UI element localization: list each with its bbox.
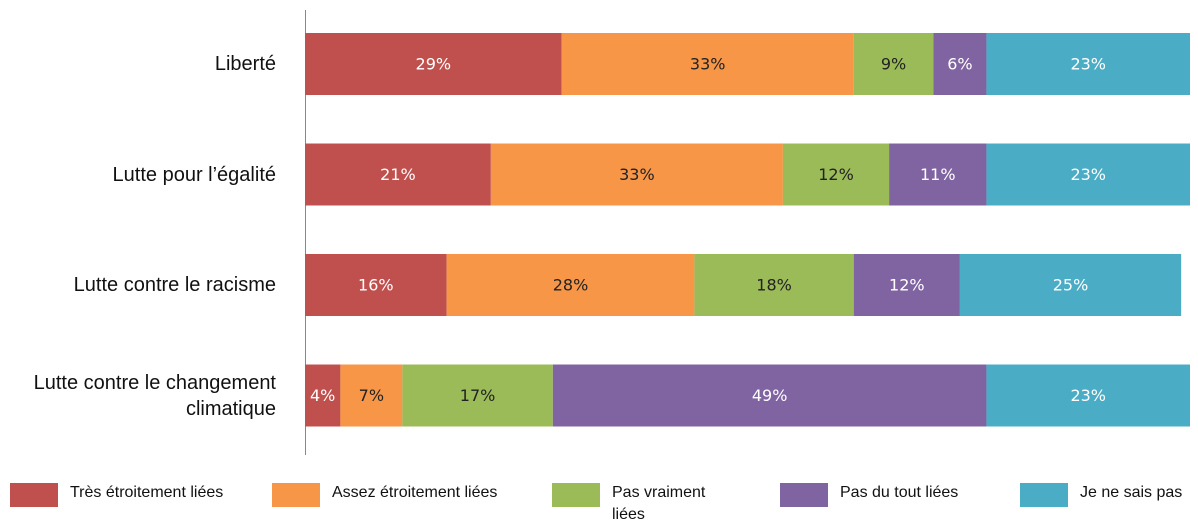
legend-swatch	[272, 483, 320, 507]
value-label: 21%	[380, 165, 416, 184]
value-label: 25%	[1053, 276, 1089, 295]
bar-segment	[305, 364, 341, 427]
bar-segment	[889, 143, 987, 206]
value-label: 23%	[1070, 165, 1106, 184]
value-label: 12%	[889, 276, 925, 295]
legend-swatch	[780, 483, 828, 507]
bar-segment	[782, 143, 890, 206]
value-label: 9%	[881, 55, 906, 74]
value-label: 7%	[359, 386, 384, 405]
bar-segment	[402, 364, 553, 427]
bar-segment	[305, 143, 491, 206]
category-label: Liberté	[214, 53, 276, 75]
value-label: 49%	[752, 386, 788, 405]
value-label: 28%	[553, 276, 589, 295]
value-label: 12%	[818, 165, 854, 184]
bar-segment	[853, 33, 934, 95]
legend-label: Assez étroitement liées	[332, 484, 498, 501]
bar-segment	[446, 254, 695, 316]
bar-segment	[933, 33, 987, 95]
bar-segment	[986, 33, 1190, 95]
bar-segment	[561, 33, 854, 95]
legend-swatch	[10, 483, 58, 507]
legend-swatch	[1020, 483, 1068, 507]
value-label: 11%	[920, 165, 956, 184]
bar-segment	[490, 143, 783, 206]
legend-label: Pas du tout liées	[840, 484, 959, 501]
bar-segment	[305, 33, 562, 95]
legend-label: Je ne sais pas	[1080, 484, 1183, 501]
value-label: 18%	[756, 276, 792, 295]
value-label: 6%	[947, 55, 972, 74]
bar-segment	[986, 364, 1190, 427]
value-label: 33%	[619, 165, 655, 184]
bar-segment	[340, 364, 403, 427]
value-label: 33%	[690, 55, 726, 74]
value-label: 4%	[310, 386, 335, 405]
category-label: Lutte contre le racisme	[73, 274, 276, 296]
value-label: 29%	[416, 55, 452, 74]
category-label: Lutte contre le changement climatique	[33, 371, 276, 420]
bar-segment	[694, 254, 854, 316]
value-label: 23%	[1070, 386, 1106, 405]
legend-label: Pas vraiment liées	[612, 484, 706, 523]
category-label: Lutte pour l’égalité	[112, 163, 276, 186]
legend-swatch	[552, 483, 600, 507]
legend-label: Très étroitement liées	[70, 484, 224, 501]
bar-segment	[552, 364, 987, 427]
bar-segment	[986, 143, 1190, 206]
bar-segment	[305, 254, 447, 316]
bar-segment	[959, 254, 1182, 316]
value-label: 16%	[358, 276, 394, 295]
value-label: 17%	[460, 386, 496, 405]
value-label: 23%	[1070, 55, 1106, 74]
bar-segment	[853, 254, 960, 316]
